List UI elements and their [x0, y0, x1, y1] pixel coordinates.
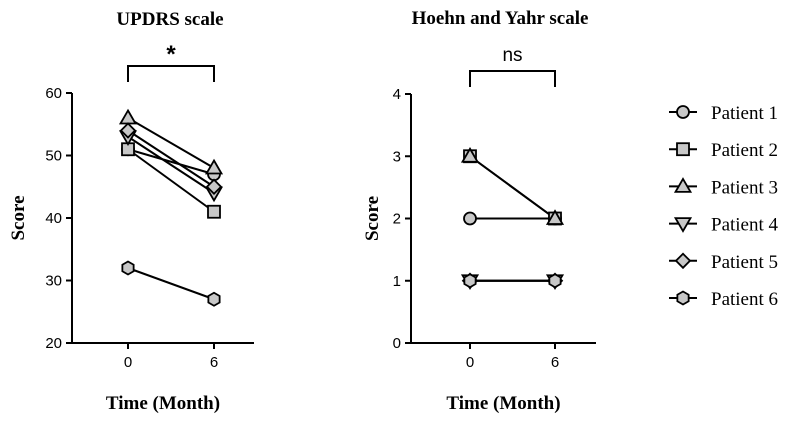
series-line-patient-1	[127, 148, 215, 176]
updrs-chart: UPDRS scale 20 30 40 50 60 0 6 Time (Month) Score…	[8, 9, 254, 414]
series-line-patient-5	[127, 129, 215, 188]
data-point-patient-1	[463, 211, 477, 226]
data-point-patient-3	[545, 209, 565, 225]
series-line-patient-6	[127, 267, 215, 301]
legend-label: Patient 4	[711, 215, 779, 236]
y-tick-label: 50	[45, 148, 62, 165]
legend-marker-hexagon	[676, 290, 690, 306]
data-point-patient-5	[119, 122, 137, 139]
significance-label: ns	[502, 45, 522, 66]
series-line-patient-2	[127, 148, 215, 213]
data-point-patient-6	[463, 273, 477, 289]
y-tick-label: 20	[45, 335, 62, 352]
data-point-patient-2	[207, 204, 221, 219]
legend-marker-square	[676, 142, 690, 157]
data-point-patient-6	[121, 260, 135, 276]
series-line-patient-4	[127, 135, 215, 194]
data-point-patient-6	[548, 273, 562, 289]
legend-marker-triangle-up	[673, 177, 693, 193]
y-tick-label: 4	[393, 86, 401, 103]
series-line-patient-3	[127, 117, 215, 169]
legend-label: Patient 5	[711, 252, 778, 273]
y-axis-title: Score	[362, 196, 383, 241]
chart-title: UPDRS scale	[116, 9, 223, 30]
y-tick-label: 40	[45, 210, 62, 227]
legend-item-patient-6: Patient 6	[669, 289, 778, 310]
legend-label: Patient 2	[711, 140, 778, 161]
x-tick-label: 6	[210, 354, 218, 371]
x-tick-label: 6	[551, 354, 559, 371]
legend-marker-triangle-down	[673, 217, 693, 233]
data-point-patient-5	[205, 178, 223, 196]
legend-label: Patient 3	[711, 177, 778, 198]
legend-marker-circle	[676, 105, 690, 119]
legend-item-patient-4: Patient 4	[669, 215, 779, 236]
significance-bracket	[127, 65, 215, 82]
data-point-patient-3	[460, 146, 480, 163]
hoehn-yahr-chart: Hoehn and Yahr scale 0 1 2 3 4 0 6 Time (Month) S…	[362, 8, 596, 414]
x-tick-label: 0	[124, 354, 132, 371]
legend-label: Patient 6	[711, 289, 778, 310]
legend-item-patient-3: Patient 3	[669, 177, 778, 198]
data-point-patient-6	[207, 291, 221, 307]
legend: Patient 1 Patient 2 Patient 3 Patient 4 Pati…	[669, 103, 779, 310]
legend-label: Patient 1	[711, 103, 778, 124]
data-point-patient-3	[204, 158, 224, 175]
chart-title: Hoehn and Yahr scale	[412, 8, 589, 29]
y-tick-label: 3	[393, 148, 401, 165]
y-axis-title: Score	[8, 195, 29, 240]
y-tick-label: 1	[393, 273, 401, 290]
legend-item-patient-5: Patient 5	[669, 252, 778, 273]
legend-item-patient-2: Patient 2	[669, 140, 778, 161]
y-tick-label: 2	[393, 211, 401, 228]
series-line-patient-3	[469, 155, 556, 220]
legend-marker-diamond	[674, 252, 692, 270]
x-tick-label: 0	[466, 354, 474, 371]
x-axis-title: Time (Month)	[446, 393, 560, 414]
y-tick-label: 30	[45, 273, 62, 290]
significance-bracket	[469, 70, 556, 87]
significance-label: *	[166, 41, 176, 68]
data-point-patient-3	[118, 108, 138, 125]
legend-item-patient-1: Patient 1	[669, 103, 778, 124]
y-tick-label: 60	[45, 85, 62, 102]
y-tick-label: 0	[393, 335, 401, 352]
x-axis-title: Time (Month)	[106, 393, 220, 414]
